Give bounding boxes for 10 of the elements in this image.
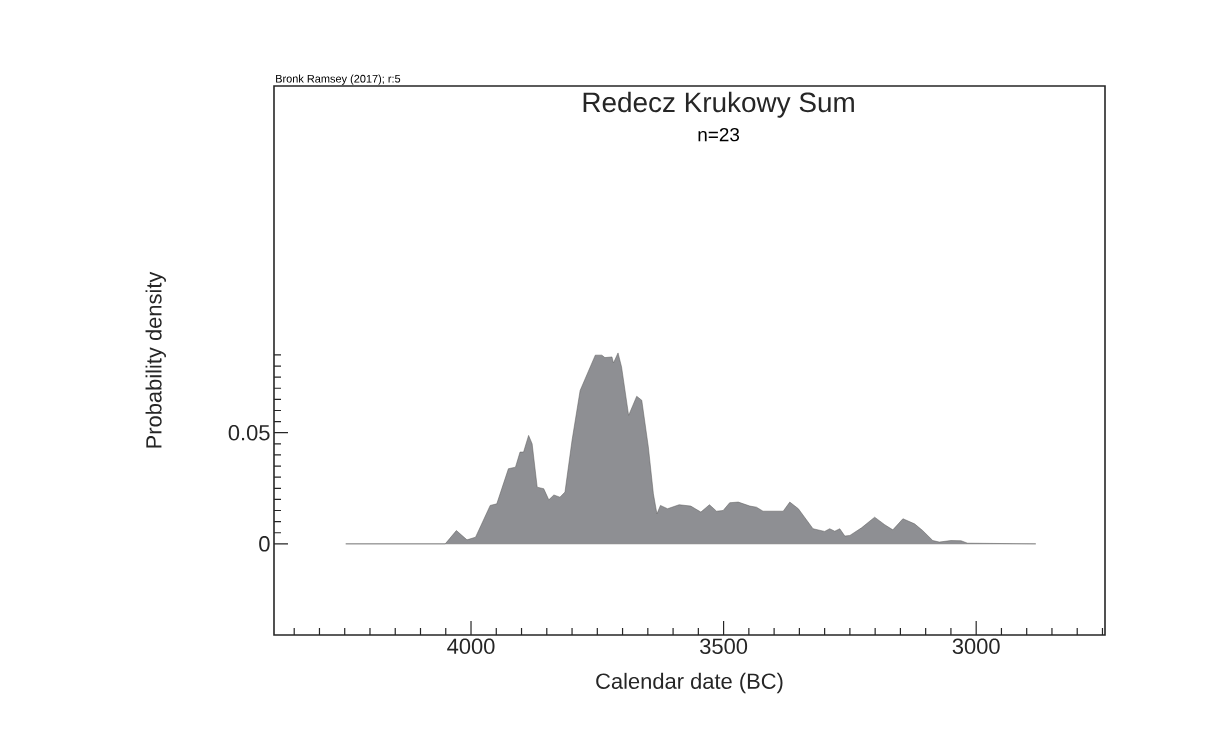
x-tick-label: 3000: [952, 638, 1000, 655]
x-tick-label: 3500: [700, 638, 748, 655]
text: n=23: [698, 127, 740, 142]
chart-title: Redecz Krukowy Sum: [583, 91, 854, 118]
x-axis-title: Calendar date (BC): [596, 672, 783, 694]
y-axis-title: Probability density: [145, 271, 166, 448]
text: Bronk Ramsey (2017); r:5: [276, 74, 401, 85]
x-tick-label: 4000: [447, 638, 495, 655]
y-tick-label: 0.05: [228, 424, 270, 441]
y-tick-label: 0: [259, 536, 270, 552]
